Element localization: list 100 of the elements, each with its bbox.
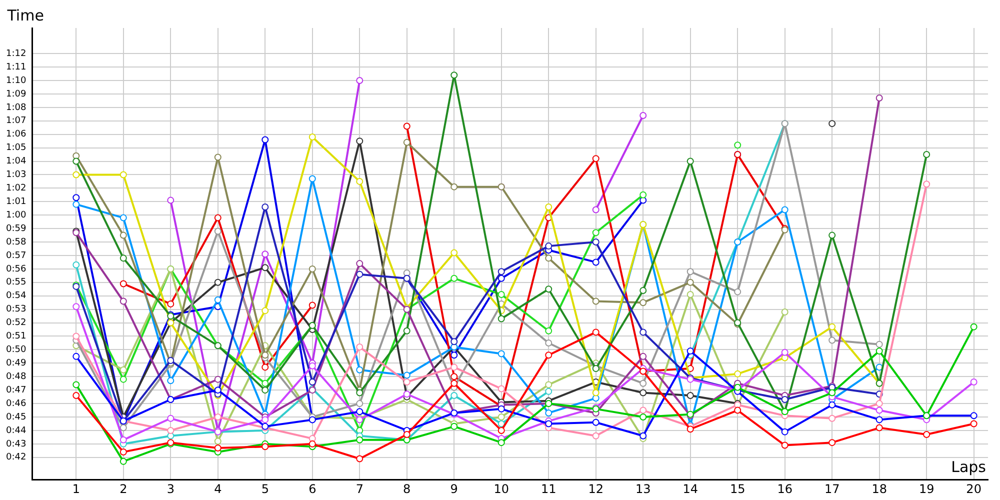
point [781,308,788,316]
point [120,254,127,262]
point [498,439,505,446]
point [640,432,647,440]
point [120,214,127,222]
x-tick-label: 9 [450,482,458,496]
point [592,418,600,426]
y-tick-label: 1:12 [6,48,26,59]
point [640,328,647,336]
point [686,158,694,165]
point [356,344,364,351]
point [308,440,316,448]
y-axis-title: Time [6,6,44,24]
y-tick-label: 1:07 [6,116,26,126]
point [356,138,364,145]
point [640,414,647,421]
point [356,76,364,84]
point [640,299,647,306]
point [828,323,836,330]
point [120,298,127,305]
point [356,455,364,462]
point [308,378,316,386]
point [734,384,742,391]
y-tick-label: 0:42 [6,452,26,463]
point [72,194,80,202]
point [262,443,269,450]
point [356,408,364,416]
y-tick-label: 1:11 [6,62,26,72]
y-tick-label: 0:50 [6,345,26,356]
y-tick-label: 1:03 [6,170,26,180]
point [970,378,978,386]
x-tick-label: 15 [730,482,746,496]
y-tick-label: 1:02 [6,184,26,194]
y-tick-label: 0:56 [6,264,26,274]
point [592,229,600,236]
point [167,300,174,308]
point [640,352,647,360]
point [592,389,600,396]
point [450,364,458,371]
point [876,416,883,424]
point [308,175,316,182]
point [498,405,505,412]
point [403,372,410,379]
y-tick-label: 1:06 [6,130,26,140]
point [545,254,552,262]
point [262,416,269,424]
point [120,436,127,444]
point [734,142,742,149]
x-tick-label: 2 [120,482,128,496]
point [450,274,458,282]
point [120,376,127,383]
point [686,348,694,355]
point [308,302,316,309]
point [72,392,80,399]
point [262,264,269,272]
y-tick-label: 0:58 [6,237,26,248]
point [970,420,978,428]
point [356,270,364,278]
point [828,336,836,344]
y-tick-label: 0:57 [6,250,26,261]
point [686,268,694,276]
y-tick-label: 0:53 [6,304,26,315]
point [120,424,127,432]
y-tick-label: 1:01 [6,196,26,207]
point [403,378,410,386]
x-tick-label: 17 [824,482,840,496]
point [828,414,836,422]
point [592,238,600,246]
point [262,352,269,359]
point [498,426,505,434]
point [498,274,505,282]
point [120,366,127,374]
point [120,232,127,239]
point [214,154,222,161]
point [640,286,647,294]
point [308,134,316,141]
point [403,327,410,334]
point [876,340,883,348]
point [120,171,127,178]
x-tick-label: 16 [777,482,792,496]
point [167,414,174,422]
y-tick-label: 0:49 [6,358,26,369]
point [592,365,600,372]
x-tick-label: 5 [261,482,269,496]
x-tick-label: 12 [588,482,604,496]
point [686,426,694,433]
point [876,424,883,432]
point [356,178,364,185]
point [214,296,222,304]
point [262,307,269,314]
point [828,120,836,128]
point [545,409,552,416]
point [592,298,600,305]
point [356,436,364,444]
point [262,364,269,371]
point [450,392,458,399]
point [120,448,127,456]
point [876,400,883,408]
point [308,265,316,272]
point [686,291,694,298]
